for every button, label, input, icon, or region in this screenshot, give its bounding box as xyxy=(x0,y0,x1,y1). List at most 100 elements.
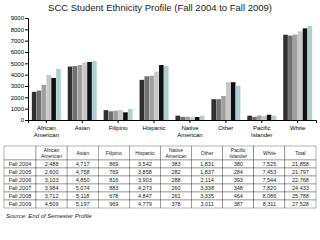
table-cell-text: 4,779 xyxy=(138,201,152,207)
table-cell xyxy=(285,176,316,184)
table-cell xyxy=(67,176,98,184)
title: SCC Student Ethnicity Profile (Fall 2004… xyxy=(48,2,272,13)
tick-mark xyxy=(25,18,28,19)
table-cell xyxy=(160,200,191,208)
table-cell-text: 969 xyxy=(109,201,118,207)
bar xyxy=(118,110,123,120)
bar xyxy=(211,99,216,120)
table-header: Asian xyxy=(76,150,89,156)
table-cell-text: 21,797 xyxy=(292,169,309,175)
table-cell xyxy=(254,192,285,200)
bar xyxy=(46,75,51,120)
table-header-cell xyxy=(254,146,285,160)
tick-mark xyxy=(25,52,28,53)
bar xyxy=(288,36,293,120)
tick-mark xyxy=(297,120,298,123)
bar xyxy=(123,112,128,120)
table-cell-text: 4,509 xyxy=(45,201,59,207)
table-cell-text: 5,197 xyxy=(76,201,90,207)
table-cell xyxy=(192,168,223,176)
bar xyxy=(185,117,190,120)
bar xyxy=(149,76,154,120)
table-header-cell xyxy=(160,146,191,160)
bar xyxy=(221,96,226,120)
table-cell xyxy=(160,168,191,176)
tick-mark xyxy=(25,86,28,87)
table-header-cell xyxy=(67,146,98,160)
tick-mark xyxy=(25,109,28,110)
table-cell xyxy=(67,192,98,200)
tick-label: 1000 xyxy=(11,106,25,112)
bar xyxy=(293,35,298,120)
table-header: Hispanic xyxy=(135,150,155,156)
table-cell-text: 3,335 xyxy=(200,193,214,199)
bar xyxy=(144,76,149,120)
bar xyxy=(247,116,252,120)
table-cell-text: 883 xyxy=(109,185,118,191)
table-cell xyxy=(36,160,67,168)
table-cell-text: 2,600 xyxy=(45,169,59,175)
table-cell xyxy=(223,200,254,208)
bar xyxy=(51,78,56,120)
table-cell-text: 678 xyxy=(109,193,118,199)
table-cell xyxy=(254,168,285,176)
table-cell-text: 3,103 xyxy=(45,177,59,183)
bar xyxy=(308,26,313,120)
series xyxy=(46,31,302,120)
table-cell xyxy=(4,168,36,176)
tick: PacificIslander xyxy=(251,120,272,138)
table-cell-text: 3,011 xyxy=(200,201,213,207)
table-cell-text: 284 xyxy=(234,169,243,175)
bar xyxy=(298,31,303,120)
table-cell xyxy=(192,176,223,184)
tick-label: 6000 xyxy=(11,49,25,55)
tick-mark xyxy=(82,120,83,123)
table-cell xyxy=(129,184,160,192)
tick-label: 4000 xyxy=(11,72,25,78)
tick: Other xyxy=(218,120,233,131)
table-cell xyxy=(223,184,254,192)
tick: 8000 xyxy=(11,27,28,33)
table-cell-text: 21,858 xyxy=(292,161,309,167)
table-cell xyxy=(285,184,316,192)
table-cell xyxy=(254,160,285,168)
table-cell-text: Fall 2005 xyxy=(9,169,32,175)
table-cell xyxy=(36,168,67,176)
table-cell-text: 4,847 xyxy=(138,193,152,199)
source-note: Source: End of Semester Profile xyxy=(6,213,92,219)
bar xyxy=(236,86,241,120)
table-cell xyxy=(285,160,316,168)
table-cell xyxy=(192,160,223,168)
table-cell-text: 27,528 xyxy=(292,201,309,207)
tick-label: 9000 xyxy=(11,15,25,21)
table-cell-text: 3,984 xyxy=(45,185,59,191)
table-cell xyxy=(285,168,316,176)
table-cell-text: Fall 2006 xyxy=(9,177,32,183)
table-cell xyxy=(223,168,254,176)
tick-mark xyxy=(261,120,262,123)
table-cell xyxy=(285,200,316,208)
bar xyxy=(77,65,82,120)
tick-label: Filipino xyxy=(109,125,129,131)
table-cell xyxy=(192,200,223,208)
series xyxy=(42,35,298,120)
bar xyxy=(92,61,97,120)
table-cell-text: 378 xyxy=(171,201,180,207)
bar xyxy=(37,91,42,120)
table-cell-text: 393 xyxy=(234,177,243,183)
tick: Hispanic xyxy=(143,120,166,131)
bar xyxy=(231,82,236,120)
bar xyxy=(200,116,205,120)
table-cell-text: 3,542 xyxy=(138,161,152,167)
table-cell-text: 4,273 xyxy=(138,185,152,191)
tick: Asian xyxy=(75,120,90,131)
tick: 1000 xyxy=(11,106,28,112)
bar xyxy=(42,85,47,120)
table: AfricanAmericanAsianFilipinoHispanicNati… xyxy=(4,146,316,208)
table-cell-text: 7,453 xyxy=(262,169,276,175)
table-cell xyxy=(67,168,98,176)
tick-mark xyxy=(25,97,28,98)
bar xyxy=(73,66,78,120)
table-cell-text: 869 xyxy=(109,161,118,167)
table-cell-text: 769 xyxy=(109,169,118,175)
